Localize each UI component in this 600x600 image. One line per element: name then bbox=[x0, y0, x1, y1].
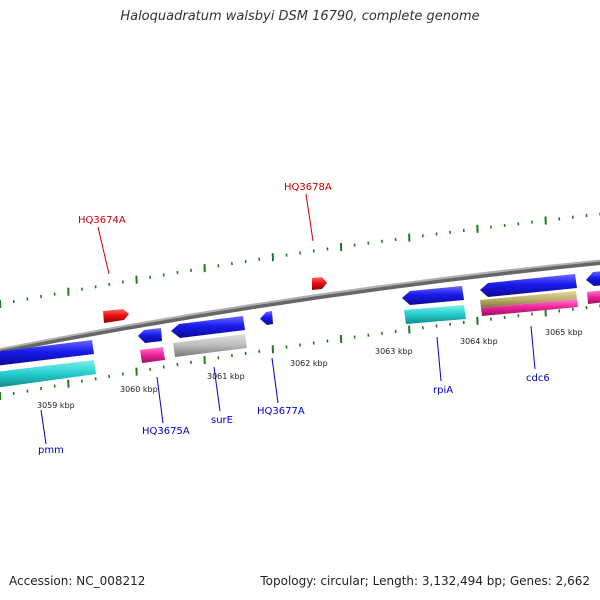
gene-label-HQ3677A[interactable]: HQ3677A bbox=[257, 406, 305, 417]
gene-HQ3675A-arrow[interactable] bbox=[138, 328, 162, 343]
cds-pmm-cyan bbox=[0, 360, 96, 388]
gene-label-surE[interactable]: surE bbox=[211, 415, 233, 426]
cds-HQ3675A-magenta bbox=[140, 347, 165, 363]
kbp-label-3062: 3062 kbp bbox=[290, 359, 328, 368]
leader-HQ3677A bbox=[271, 357, 279, 404]
leader-pmm bbox=[40, 409, 47, 445]
genome-backbone-highlight bbox=[0, 259, 600, 351]
cds-cdc6-magenta bbox=[481, 299, 578, 316]
gene-HQ3677A-arrow[interactable] bbox=[260, 311, 273, 325]
cds-cdc6-khaki bbox=[480, 291, 577, 308]
gene-cdc6-arrow[interactable] bbox=[480, 274, 577, 297]
gene-label-HQ3678A[interactable]: HQ3678A bbox=[284, 182, 332, 193]
leader-surE bbox=[213, 366, 221, 412]
kbp-label-3064: 3064 kbp bbox=[460, 337, 498, 346]
kbp-label-3059: 3059 kbp bbox=[37, 401, 75, 410]
kbp-label-3063: 3063 kbp bbox=[375, 347, 413, 356]
cds-next-magenta bbox=[587, 290, 600, 304]
gene-pmm-arrow[interactable] bbox=[0, 340, 94, 366]
leader-HQ3674A bbox=[97, 226, 110, 275]
gene-next-arrow[interactable] bbox=[586, 271, 600, 286]
cds-rpiA-cyan bbox=[404, 305, 466, 324]
genome-backbone bbox=[0, 259, 600, 354]
gene-label-rpiA[interactable]: rpiA bbox=[433, 385, 453, 396]
accession-text: Accession: NC_008212 bbox=[9, 574, 146, 588]
gene-label-pmm[interactable]: pmm bbox=[38, 445, 64, 456]
leader-HQ3678A bbox=[305, 193, 314, 242]
gene-label-cdc6[interactable]: cdc6 bbox=[526, 373, 550, 384]
cds-surE-gray bbox=[173, 334, 247, 357]
gene-label-HQ3674A[interactable]: HQ3674A bbox=[78, 215, 126, 226]
gene-HQ3674A-arrow[interactable] bbox=[103, 309, 129, 323]
map-title: Haloquadratum walsbyi DSM 16790, complet… bbox=[120, 9, 480, 24]
gene-surE-arrow[interactable] bbox=[171, 316, 245, 338]
kbp-label-3060: 3060 kbp bbox=[120, 385, 158, 394]
leader-rpiA bbox=[436, 336, 442, 382]
kbp-label-3061: 3061 kbp bbox=[207, 372, 245, 381]
leader-cdc6 bbox=[530, 325, 536, 370]
gene-label-HQ3675A[interactable]: HQ3675A bbox=[142, 426, 190, 437]
gene-rpiA-arrow[interactable] bbox=[402, 286, 464, 305]
gene-HQ3678A-arrow[interactable] bbox=[312, 277, 327, 290]
outer-scale-track bbox=[0, 212, 600, 309]
inner-scale-track bbox=[0, 304, 600, 401]
leader-HQ3675A bbox=[156, 376, 164, 424]
kbp-label-3065: 3065 kbp bbox=[545, 328, 583, 337]
genome-summary-text: Topology: circular; Length: 3,132,494 bp… bbox=[260, 574, 590, 588]
